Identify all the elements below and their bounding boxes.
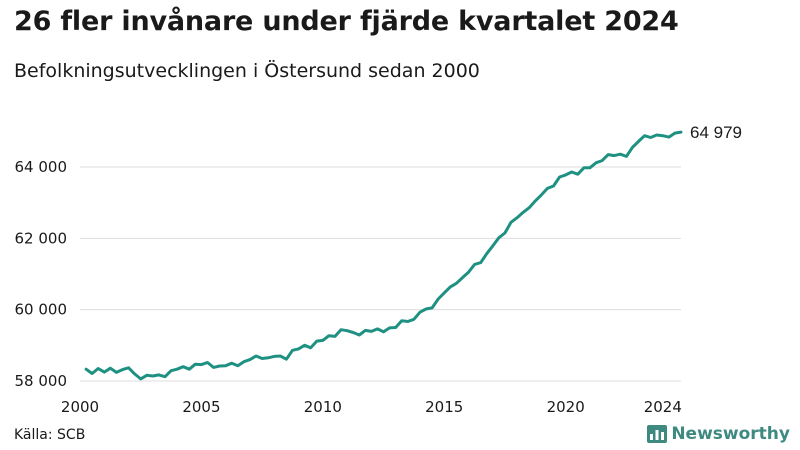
brand-logo: Newsworthy xyxy=(647,424,790,444)
x-tick-label: 2000 xyxy=(61,398,99,416)
end-value-label: 64 979 xyxy=(690,123,742,142)
gridlines xyxy=(80,166,681,382)
line-chart: 58 000 60 000 62 000 64 000 2000 2005 2010 2015… xyxy=(15,123,743,416)
y-tick-label: 62 000 xyxy=(15,229,68,247)
y-tick-label: 58 000 xyxy=(15,372,68,390)
x-tick-label: 2024 xyxy=(644,398,682,416)
y-tick-label: 64 000 xyxy=(15,158,68,176)
chart-title: 26 fler invånare under fjärde kvartalet … xyxy=(14,6,679,37)
x-tick-label: 2020 xyxy=(547,398,585,416)
chart-subtitle: Befolkningsutvecklingen i Östersund seda… xyxy=(14,60,480,82)
bar-chart-icon xyxy=(647,425,668,443)
series-layer: 64 979 xyxy=(84,123,742,381)
y-tick-label: 60 000 xyxy=(15,301,68,319)
brand-name: Newsworthy xyxy=(671,424,790,444)
axis-labels: 58 000 60 000 62 000 64 000 2000 2005 2010 2015… xyxy=(15,158,682,416)
series-line xyxy=(84,130,683,381)
x-tick-label: 2015 xyxy=(425,398,463,416)
source-note: Källa: SCB xyxy=(14,427,86,443)
x-tick-label: 2010 xyxy=(304,398,342,416)
x-tick-label: 2005 xyxy=(182,398,220,416)
